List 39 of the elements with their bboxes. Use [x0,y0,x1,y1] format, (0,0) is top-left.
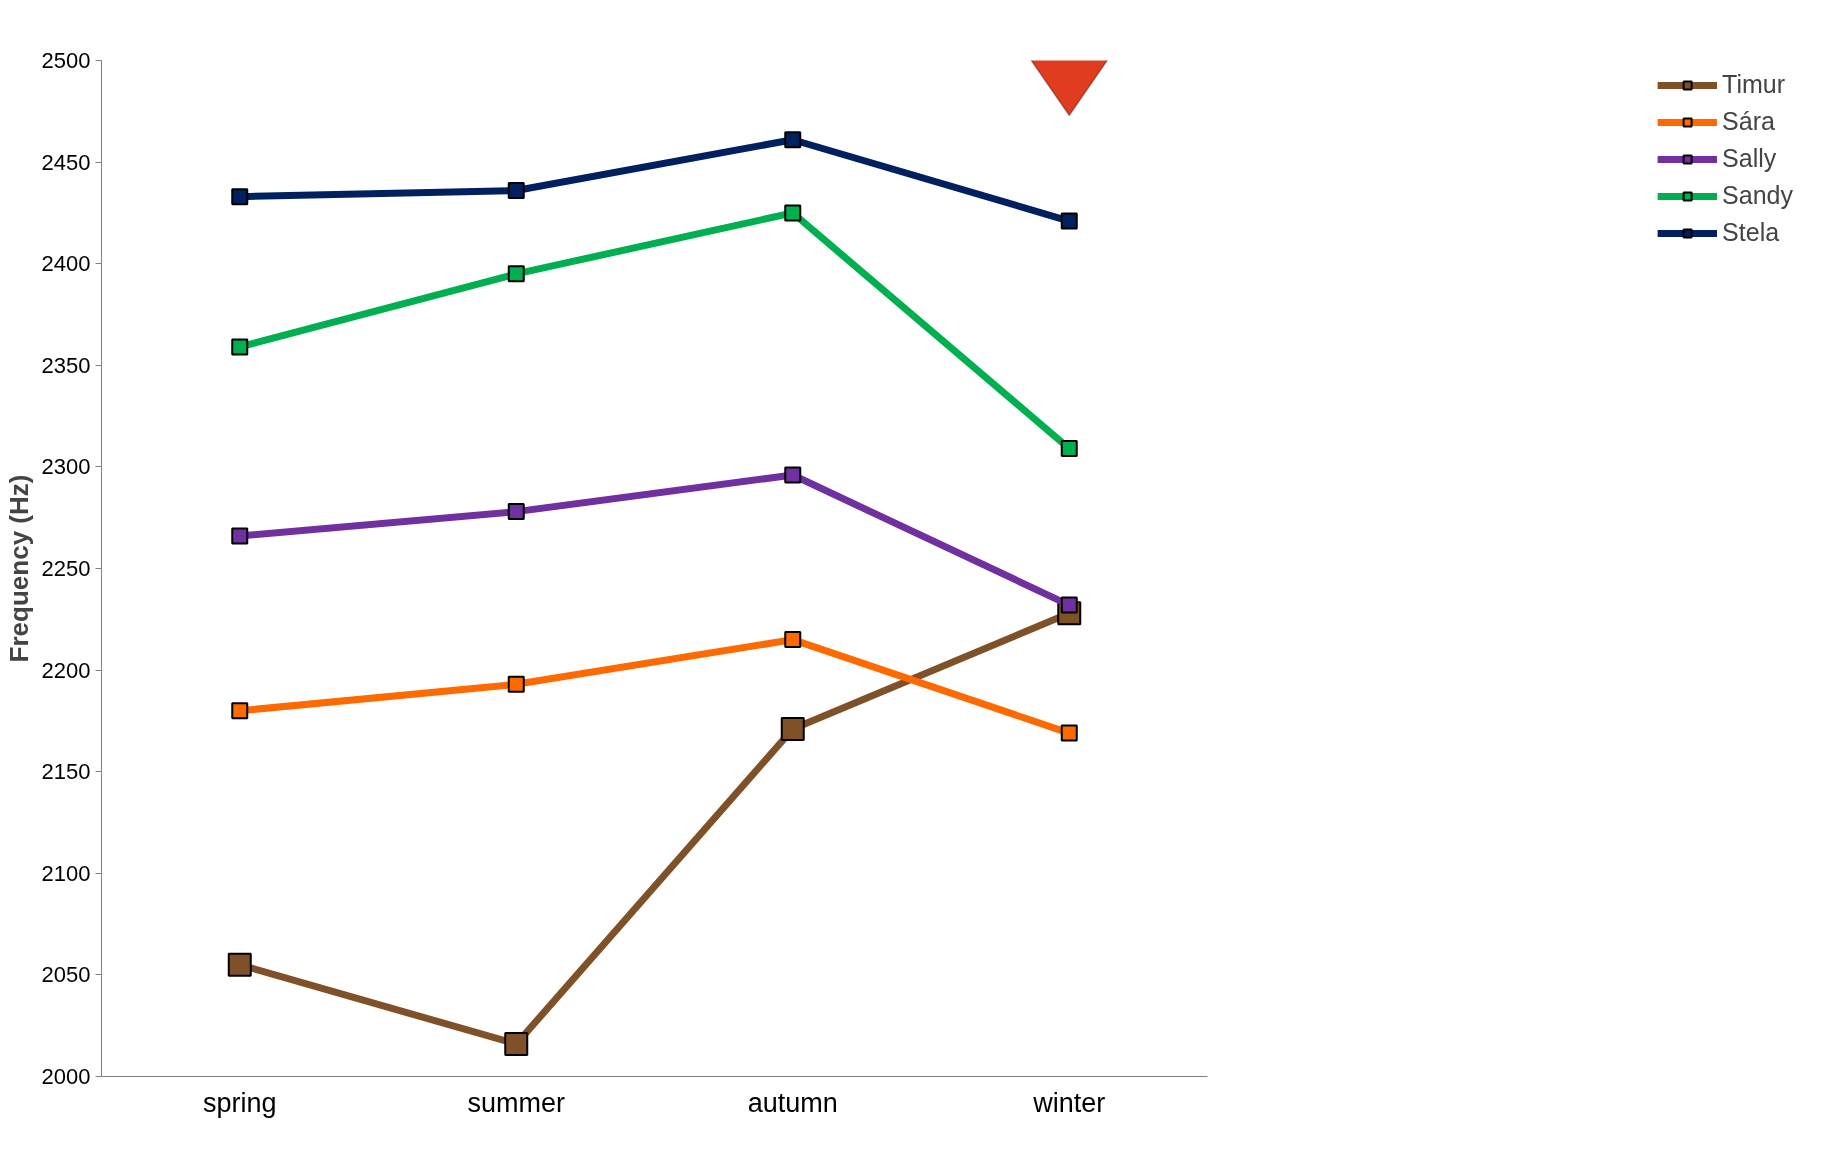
y-tick-label: 2100 [41,860,91,886]
point [784,466,802,484]
y-tick-label: 2200 [41,657,91,683]
point [231,338,249,356]
point [227,952,252,977]
y-tick-label: 2450 [41,149,91,175]
y-tick-label: 2050 [41,962,91,988]
point [784,204,802,222]
y-tick-label: 2000 [41,1064,91,1089]
point [231,188,249,206]
point [507,675,525,693]
legend-label: Timur [1722,70,1786,99]
point [784,131,802,149]
x-tick-label: spring [202,1087,277,1118]
y-tick-label: 2350 [41,352,91,378]
legend-label: Stela [1722,218,1780,247]
y-tick-label: 2400 [41,251,91,277]
point [231,702,249,720]
point [1060,724,1078,742]
x-tick-label: winter [1032,1087,1106,1118]
point [784,631,802,649]
y-tick-label: 2250 [41,556,91,581]
point [231,527,249,545]
point [1060,212,1078,230]
legend-label: Sally [1722,144,1777,173]
point [507,182,525,200]
y-axis-title: Frequency (Hz) [3,474,34,663]
x-tick-label: autumn [747,1087,838,1118]
y-tick-label: 2500 [41,48,91,73]
y-tick-label: 2150 [41,759,91,785]
legend-label: Sára [1722,107,1775,136]
point [1060,440,1078,458]
x-tick-label: summer [467,1087,566,1118]
point [504,1031,529,1056]
legend-label: Sandy [1722,181,1793,210]
point [507,503,525,521]
y-tick-label: 2300 [41,454,91,480]
point [507,265,525,283]
point [780,717,805,742]
